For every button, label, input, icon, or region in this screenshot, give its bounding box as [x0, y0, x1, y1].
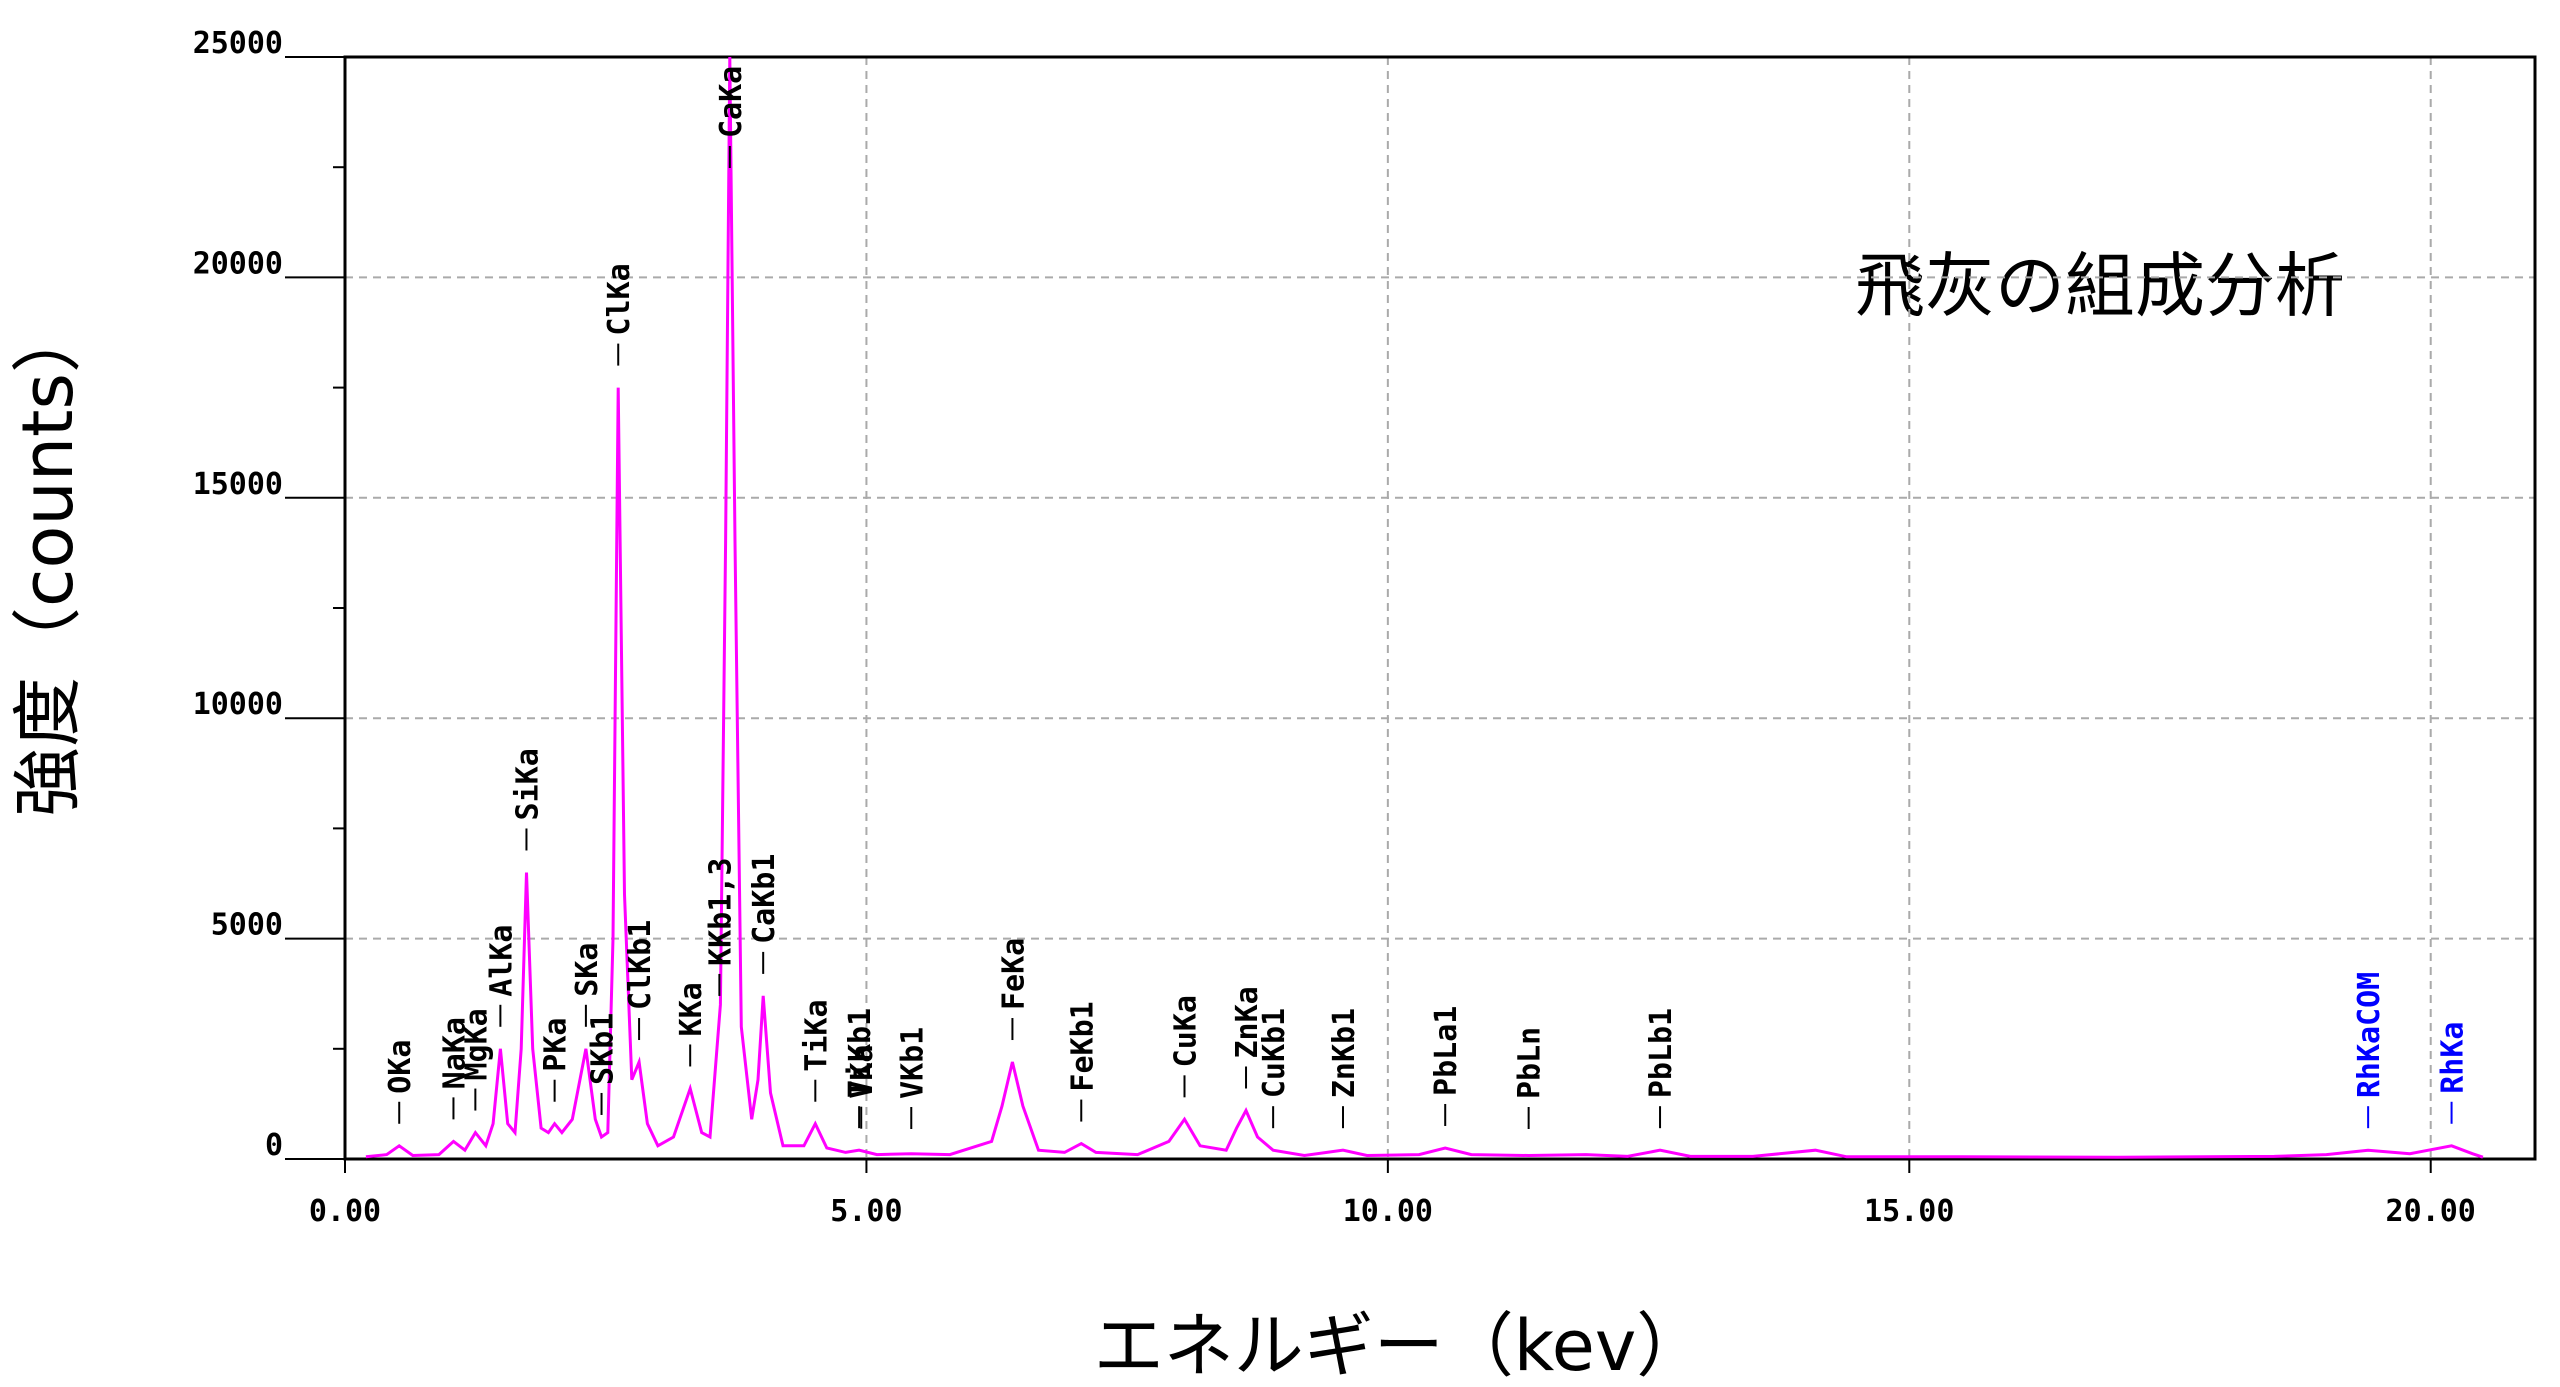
x-axis-label: エネルギー（kev） [1094, 1305, 1707, 1387]
peak-label: PKa [539, 1018, 574, 1072]
x-tick-label: 15.00 [1864, 1194, 1954, 1229]
peak-label: PbLb1 [1644, 1008, 1679, 1098]
peak-label: FeKa [996, 938, 1031, 1010]
chart-annotation: 飛灰の組成分析 [1855, 245, 2345, 327]
peak-label: FeKb1 [1065, 1001, 1100, 1091]
peak-label: KKa [674, 982, 709, 1036]
peak-label: RhKa [2436, 1022, 2471, 1094]
peak-label: VKa [845, 1045, 880, 1099]
peak-label: TiKb1 [843, 1008, 878, 1098]
peak-label: CaKb1 [747, 854, 782, 944]
peak-label: TiKa [799, 999, 834, 1071]
spectrum-line [365, 56, 2484, 1159]
y-tick-label: 5000 [211, 908, 283, 943]
peak-label: ClKa [602, 263, 637, 335]
peak-label: CuKa [1169, 995, 1204, 1067]
y-tick-label: 10000 [193, 687, 283, 722]
peak-label: MgKa [459, 1008, 494, 1080]
peak-label: KKb1,3 [703, 858, 738, 966]
peak-label: SKa [570, 943, 605, 997]
y-tick-label: 0 [265, 1128, 283, 1163]
peak-label: ZnKb1 [1327, 1008, 1362, 1098]
peak-label: CuKb1 [1257, 1008, 1292, 1098]
y-tick-label: 25000 [193, 26, 283, 61]
x-tick-label: 10.00 [1343, 1194, 1433, 1229]
x-tick-label: 0.00 [309, 1194, 381, 1229]
peak-label: ZnKa [1230, 986, 1265, 1058]
peak-label: SiKa [510, 748, 545, 820]
peak-label: ClKb1 [623, 920, 658, 1010]
peak-label: PbLn [1513, 1027, 1548, 1099]
x-tick-label: 5.00 [830, 1194, 902, 1229]
peak-label: RhKaCOM [2352, 972, 2387, 1098]
peak-label: SKb1 [586, 1013, 621, 1085]
y-tick-label: 15000 [193, 467, 283, 502]
plot-frame [343, 55, 2537, 1161]
peak-label: AlKa [484, 925, 519, 997]
peak-label: CaKa [714, 66, 749, 138]
peak-label: PbLa1 [1429, 1006, 1464, 1096]
x-tick-label: 20.00 [2386, 1194, 2476, 1229]
y-axis-label: 強度（counts） [7, 303, 89, 817]
y-tick-label: 20000 [193, 246, 283, 281]
peak-label: OKa [383, 1040, 418, 1094]
peak-label: NaKa [437, 1017, 472, 1089]
peak-label: VKb1 [895, 1027, 930, 1099]
